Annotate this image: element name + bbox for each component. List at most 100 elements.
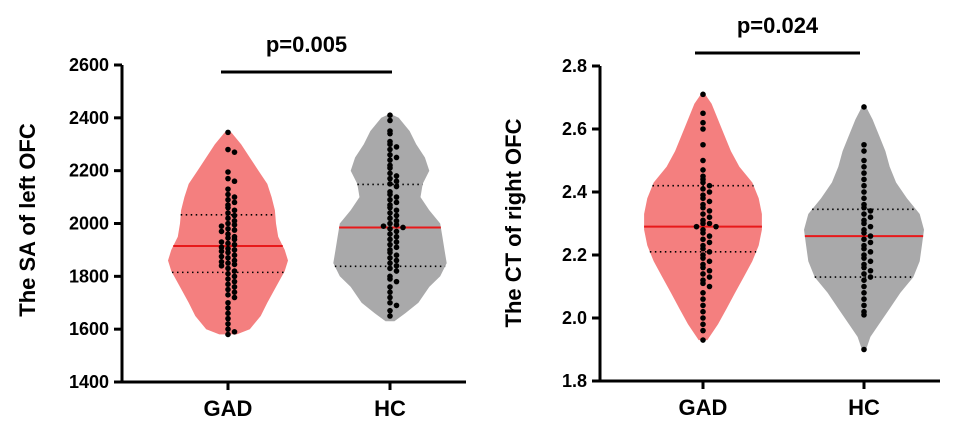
data-point xyxy=(231,252,238,258)
data-point xyxy=(231,294,238,301)
data-point xyxy=(218,259,225,265)
data-point xyxy=(700,110,706,117)
data-point xyxy=(700,280,706,287)
data-point xyxy=(867,208,874,214)
data-point xyxy=(225,204,231,211)
data-point xyxy=(706,267,713,274)
data-point xyxy=(380,223,387,229)
data-point xyxy=(387,284,393,290)
violin-hc xyxy=(804,104,924,353)
data-point xyxy=(700,91,706,98)
data-point xyxy=(393,239,400,245)
data-point xyxy=(393,257,400,264)
category-label: GAD xyxy=(204,396,253,421)
data-point xyxy=(387,255,393,261)
data-point xyxy=(231,278,238,285)
data-point xyxy=(225,169,231,175)
data-point xyxy=(861,302,867,309)
data-point xyxy=(225,146,231,153)
data-point xyxy=(393,233,400,240)
data-point xyxy=(387,117,393,124)
data-point xyxy=(387,294,393,301)
data-point xyxy=(225,265,231,272)
data-point xyxy=(231,247,238,253)
violin-gad xyxy=(168,129,288,338)
data-point xyxy=(387,157,393,163)
category-label: GAD xyxy=(679,395,728,420)
data-point xyxy=(700,327,706,334)
data-point xyxy=(225,270,231,277)
y-tick-label: 2.6 xyxy=(562,119,587,139)
significance-bracket: p=0.024 xyxy=(695,13,860,55)
data-point xyxy=(393,144,400,150)
data-point xyxy=(700,167,706,173)
data-point xyxy=(231,329,238,335)
data-point xyxy=(706,220,713,227)
data-point xyxy=(387,220,393,227)
data-point xyxy=(700,157,706,164)
data-point xyxy=(706,283,713,290)
data-point xyxy=(700,236,706,243)
data-point xyxy=(231,194,238,200)
y-tick-label: 1600 xyxy=(69,319,109,339)
data-point xyxy=(218,262,225,269)
data-point xyxy=(387,313,393,319)
data-point xyxy=(393,173,400,179)
data-point xyxy=(393,154,400,161)
data-point xyxy=(706,189,713,195)
data-point xyxy=(700,271,706,277)
data-point xyxy=(225,281,231,288)
data-point xyxy=(231,212,238,219)
data-point xyxy=(706,258,713,265)
data-point xyxy=(231,284,238,290)
axes xyxy=(598,66,940,383)
data-point xyxy=(700,296,706,302)
data-point xyxy=(225,276,231,282)
data-point xyxy=(218,253,225,260)
data-point xyxy=(225,326,231,332)
p-value-label: p=0.024 xyxy=(737,13,819,38)
data-point xyxy=(700,290,706,296)
data-point xyxy=(867,258,874,265)
data-point xyxy=(225,240,231,247)
data-point xyxy=(225,225,231,232)
data-point xyxy=(387,225,393,232)
data-point xyxy=(706,249,713,255)
data-point xyxy=(387,265,393,272)
data-point xyxy=(393,252,400,258)
data-point xyxy=(225,299,231,306)
data-point xyxy=(231,257,238,264)
data-point xyxy=(387,175,393,182)
data-point xyxy=(393,262,400,269)
data-point xyxy=(393,199,400,206)
violins xyxy=(644,91,924,353)
data-point xyxy=(861,182,867,189)
violin-body xyxy=(644,94,762,341)
data-point xyxy=(225,129,231,136)
data-point xyxy=(387,191,393,198)
data-point xyxy=(700,315,706,321)
data-point xyxy=(393,278,400,285)
violin-hc xyxy=(333,112,447,322)
category-label: HC xyxy=(848,395,880,420)
data-point xyxy=(393,228,400,235)
data-point xyxy=(861,312,867,318)
data-point xyxy=(706,198,713,205)
data-point xyxy=(867,274,874,280)
y-tick-label: 1800 xyxy=(69,266,109,286)
data-point xyxy=(393,178,400,185)
data-point xyxy=(700,321,706,328)
data-point xyxy=(225,210,231,216)
data-point xyxy=(387,260,393,266)
y-axis-label: The SA of left OFC xyxy=(15,123,40,317)
data-point xyxy=(706,208,713,214)
data-point xyxy=(387,146,393,153)
data-point xyxy=(393,244,400,251)
y-ticks: 1.8 2.0 2.2 2.4 2.6 2.8 xyxy=(562,56,600,391)
data-point xyxy=(706,239,713,246)
data-point xyxy=(387,249,393,256)
data-point xyxy=(861,346,867,353)
data-point xyxy=(231,289,238,295)
data-point xyxy=(861,283,867,290)
